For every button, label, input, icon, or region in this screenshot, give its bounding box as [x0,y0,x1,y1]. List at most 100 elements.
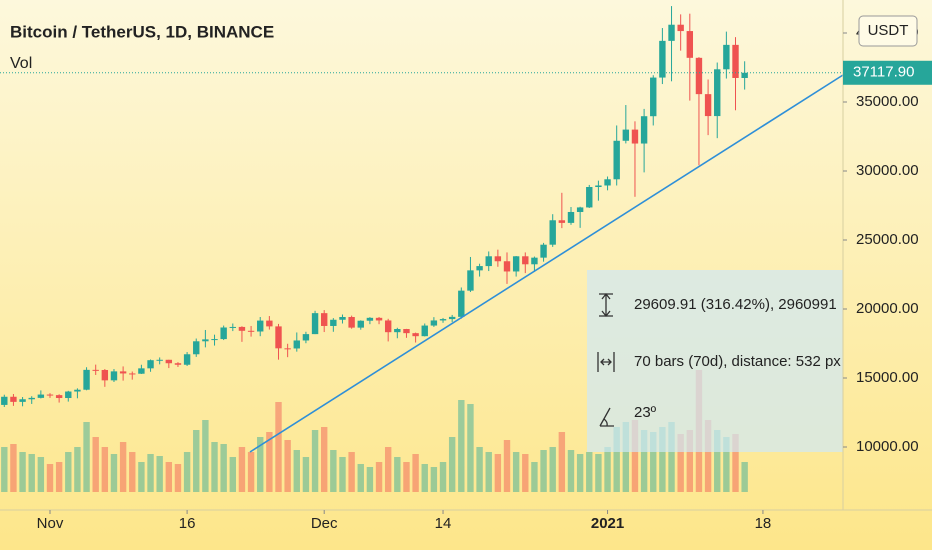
y-tick-label: 35000.00 [856,93,919,110]
candle-body [266,320,273,327]
candle-body [257,320,264,332]
currency-button[interactable]: USDT [858,15,918,47]
volume-bar [741,462,748,492]
volume-bar [165,462,173,492]
volume-bar [55,462,63,492]
candle-body [704,94,712,117]
volume-bar [46,464,54,492]
volume-bar [622,422,630,492]
volume-bar [375,462,383,492]
chart-title: Bitcoin / TetherUS, 1D, BINANCE [10,22,274,41]
candle-body [10,396,17,402]
candle-body [293,340,300,349]
volume-bar [266,432,273,492]
volume-bar [211,442,218,492]
volume-bar [494,454,502,492]
x-tick-label: 16 [179,515,196,532]
candle-body [129,373,136,375]
volume-bar [485,452,492,492]
candle-body [640,116,648,144]
candle-body [138,368,145,374]
measure-bars: 70 bars (70d), distance: 532 px [634,353,841,370]
volume-bar [549,447,556,492]
candle-body [28,397,35,400]
volume-bar [595,454,602,492]
candle-body [193,341,200,355]
volume-bar [704,420,712,492]
volume-bar [394,457,401,492]
x-tick-label: Dec [311,515,338,532]
volume-bar [19,452,26,492]
volume-bar [220,444,227,492]
volume-bar [567,450,575,492]
candle-body [357,320,364,328]
candle-body [101,369,109,381]
candle-body [439,319,447,321]
candle-body [119,371,127,374]
candle-body [412,333,419,337]
candle-body [485,256,492,267]
volume-bar [412,454,419,492]
candle-body [659,40,666,78]
currency-label[interactable]: USDT [868,22,909,39]
volume-bar [330,450,337,492]
volume-bar [229,457,236,492]
candle-body [430,320,438,326]
volume-bar [677,434,684,492]
candle-body [366,317,374,321]
measure-angle: 23º [634,404,657,421]
candle-body [604,179,611,186]
volume-bar [293,450,300,492]
measure-price: 29609.91 (316.42%), 2960991 [634,296,837,313]
volume-bar [576,454,584,492]
currency-button-bg[interactable] [858,15,918,47]
candle-body [156,359,163,361]
volume-bar [403,462,410,492]
volume-bar [37,457,45,492]
volume-bar [448,437,456,492]
volume-bar [147,454,154,492]
trend-line [249,74,844,453]
volume-label: Vol [10,55,32,72]
volume-bar [83,422,90,492]
candle-body [522,256,529,265]
candle-body [220,327,227,340]
candle-body [403,329,410,334]
candle-body [74,389,81,392]
y-tick-label: 15000.00 [856,369,919,386]
volume-bar [10,444,17,492]
x-tick-label: 2021 [591,515,624,532]
volume-bar [732,434,739,492]
candle-body [448,316,456,320]
volume-bar [366,467,374,492]
volume-bar [439,462,447,492]
y-tick-label: 30000.00 [856,162,919,179]
candle-body [375,317,383,321]
last-price-tag [843,60,932,85]
candle-body [384,320,392,333]
volume-bar [275,402,282,492]
candle-body [531,257,538,265]
candle-body [165,359,173,364]
volume-bar [640,430,648,492]
volume-bar [119,442,127,492]
candle-body [540,244,547,258]
volume-bar [202,420,209,492]
x-tick-label: Nov [37,515,64,532]
volume-bar [174,464,182,492]
candle-body [211,339,218,341]
volume-bar [686,430,694,492]
candle-body [284,348,291,350]
candle-body [19,399,26,402]
volume-bar [247,452,255,492]
candle-body [275,326,282,349]
candle-body [55,395,63,399]
volume-bar [723,437,730,492]
volume-bar [503,440,511,492]
candle-body [147,360,154,369]
candle-body [741,72,748,78]
candle-body [668,24,675,41]
y-tick-label: 20000.00 [856,300,919,317]
candle-body [586,187,593,208]
